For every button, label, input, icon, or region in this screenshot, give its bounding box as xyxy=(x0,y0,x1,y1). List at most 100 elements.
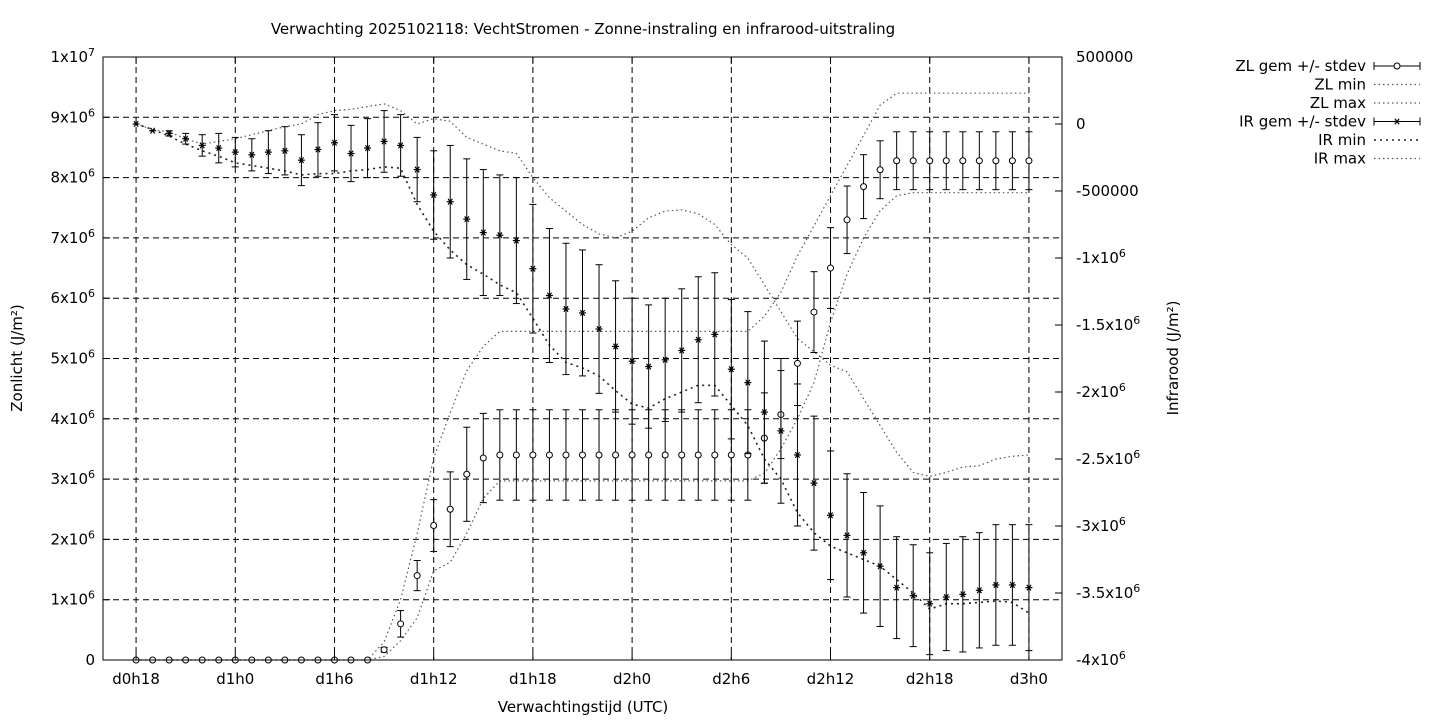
ir-point xyxy=(909,592,917,599)
ir-point xyxy=(1008,581,1016,589)
zl-point xyxy=(430,522,438,530)
ir-point xyxy=(612,343,620,350)
ir-point xyxy=(893,584,901,591)
ir-point xyxy=(727,366,735,373)
y2-axis-label: Infrarood (J/m²) xyxy=(1164,301,1182,416)
zl-point xyxy=(579,451,586,459)
ir-point xyxy=(876,563,884,570)
y2-tick-label: -1x106 xyxy=(1076,247,1126,267)
ir-point xyxy=(545,292,553,299)
ir-point xyxy=(694,336,702,343)
y-axis-label: Zonlicht (J/m²) xyxy=(8,304,26,412)
zl-point xyxy=(942,157,950,165)
y-tick-label: 5x106 xyxy=(50,348,95,368)
ir-point xyxy=(711,331,719,338)
ir-point xyxy=(992,581,1000,589)
y2-tick-label: 500000 xyxy=(1076,48,1133,66)
ir-point xyxy=(281,147,289,154)
ir-point xyxy=(645,363,653,370)
y-axis-right: 500000 0 -500000 -1x106 -1.5x106 -2x106 -2.5x1… xyxy=(1055,48,1140,669)
x-tick-label: d2h0 xyxy=(613,670,651,688)
ir-point xyxy=(364,144,372,152)
x-tick-label: d3h0 xyxy=(1010,670,1048,688)
zl-point xyxy=(975,157,983,165)
x-axis: d0h18 d1h0 d1h6 d1h12 d1h18 d2h0 d2h6 d2h12 d2h1… xyxy=(112,57,1048,688)
ir-point xyxy=(397,142,405,149)
y-tick-label: 2x106 xyxy=(50,528,95,548)
y2-tick-label: -500000 xyxy=(1076,182,1139,200)
y2-tick-label: 0 xyxy=(1076,115,1086,133)
ir-point xyxy=(463,215,471,223)
zl-point xyxy=(827,264,835,272)
zl-point xyxy=(694,451,702,459)
y-tick-label: 4x106 xyxy=(50,408,95,428)
ir-point xyxy=(380,138,388,145)
zl-point xyxy=(595,451,603,459)
ir-point xyxy=(959,591,967,598)
ir-point xyxy=(496,232,504,239)
zl-point xyxy=(959,157,967,165)
y-tick-label: 8x106 xyxy=(50,167,95,187)
zl-point xyxy=(628,451,636,459)
y-tick-label: 1x106 xyxy=(50,589,95,609)
zl-point xyxy=(1025,157,1033,165)
ir-point xyxy=(413,166,421,173)
ir-point xyxy=(562,305,570,313)
zl-point xyxy=(397,620,405,628)
ir-point xyxy=(149,127,157,134)
x-tick-label: d2h6 xyxy=(712,670,750,688)
ir-point xyxy=(843,532,851,539)
ir-point xyxy=(760,408,768,416)
ir-point xyxy=(446,198,454,205)
ir-point xyxy=(198,142,206,149)
ir-point xyxy=(215,144,223,152)
zl-point xyxy=(380,646,388,654)
legend-label: ZL gem +/- stdev xyxy=(1235,57,1366,75)
y2-tick-label: -1.5x106 xyxy=(1076,314,1140,334)
y-axis-left: 0 1x106 2x106 3x106 4x106 5x106 6x106 7x106 8x10… xyxy=(50,46,110,669)
zl-point xyxy=(860,183,868,191)
ir-point xyxy=(678,347,686,354)
ir-point xyxy=(827,512,835,519)
zl-point xyxy=(512,451,520,459)
y-tick-label: 6x106 xyxy=(50,287,95,307)
ir-point xyxy=(512,237,520,244)
ir-point xyxy=(810,479,818,487)
y-tick-label: 9x106 xyxy=(50,106,95,126)
y2-tick-label: -2x106 xyxy=(1076,381,1126,401)
ir-point xyxy=(132,120,140,128)
chart-title: Verwachting 2025102118: VechtStromen - Z… xyxy=(271,20,895,38)
ir-point xyxy=(264,148,272,156)
ir-point xyxy=(330,139,338,146)
y2-tick-label: -4x106 xyxy=(1076,649,1126,669)
ir-point xyxy=(182,135,190,142)
zl-point xyxy=(992,157,1000,165)
zl-point xyxy=(612,451,620,459)
plot-area xyxy=(132,92,1033,664)
x-tick-label: d1h0 xyxy=(216,670,254,688)
zl-point xyxy=(479,454,487,462)
x-tick-label: d2h18 xyxy=(906,670,954,688)
x-tick-label: d1h18 xyxy=(509,670,557,688)
zl-point xyxy=(926,157,934,165)
y2-tick-label: -3x106 xyxy=(1076,515,1126,535)
y-tick-label: 0 xyxy=(85,651,95,669)
zl-point xyxy=(810,308,818,316)
legend-label: IR gem +/- stdev xyxy=(1239,113,1366,131)
legend-label: IR max xyxy=(1314,150,1366,168)
ir-point xyxy=(314,146,322,153)
ir-point xyxy=(1025,584,1033,591)
y2-tick-label: -3.5x106 xyxy=(1076,582,1140,602)
x-tick-label: d1h12 xyxy=(410,670,458,688)
zl-point xyxy=(645,451,653,459)
zl-point xyxy=(876,166,884,174)
ir-point xyxy=(793,451,801,459)
ir-point xyxy=(529,265,537,272)
ir-point xyxy=(975,587,983,594)
ir-point xyxy=(942,593,950,601)
zl-point xyxy=(727,451,735,459)
ir-point xyxy=(926,600,934,607)
ir-point xyxy=(579,309,586,317)
